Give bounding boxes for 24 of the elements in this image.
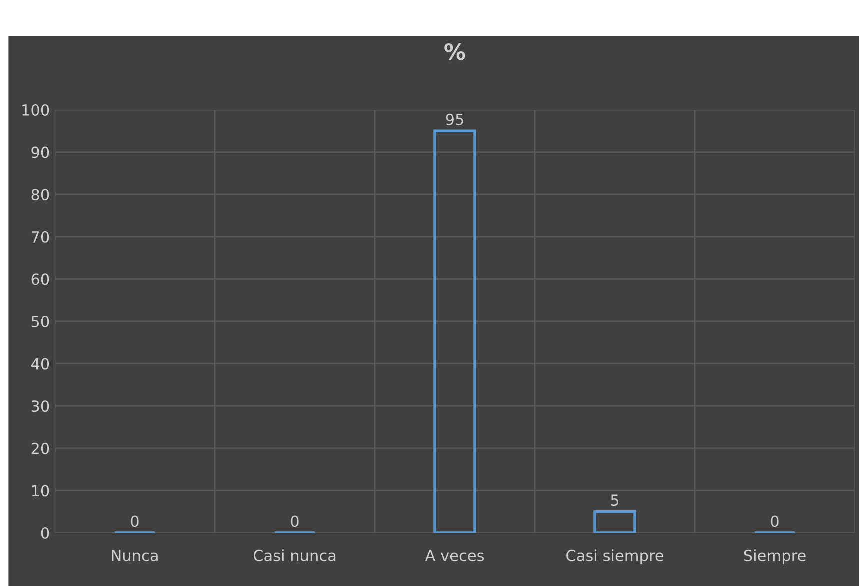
bar [594, 510, 636, 533]
y-tick-label: 50 [32, 316, 50, 328]
chart-title: % [444, 44, 466, 60]
y-tick-label: 60 [32, 274, 50, 286]
y-tick-label: 0 [41, 527, 50, 540]
y-tick-label: 40 [31, 358, 50, 370]
x-tick-label: Siempre [744, 550, 806, 564]
y-tick-label: 70 [32, 231, 50, 243]
y-tick-label: 20 [32, 442, 50, 454]
x-tick-label: Casi nunca [254, 550, 336, 562]
x-tick-label: A veces [425, 550, 484, 562]
bar [434, 130, 476, 533]
y-tick-label: 10 [32, 485, 50, 497]
data-label: 0 [131, 516, 139, 528]
data-label: 95 [446, 114, 464, 126]
x-tick-label: Casi siempre [566, 550, 664, 564]
data-label: 5 [611, 494, 619, 506]
y-tick-label: 90 [32, 146, 50, 158]
y-tick-label: 80 [32, 189, 50, 201]
x-tick-label: Nunca [112, 550, 158, 562]
y-tick-label: 100 [22, 104, 50, 116]
data-label: 0 [771, 516, 779, 528]
y-tick-label: 30 [32, 400, 50, 412]
data-label: 0 [291, 516, 299, 528]
